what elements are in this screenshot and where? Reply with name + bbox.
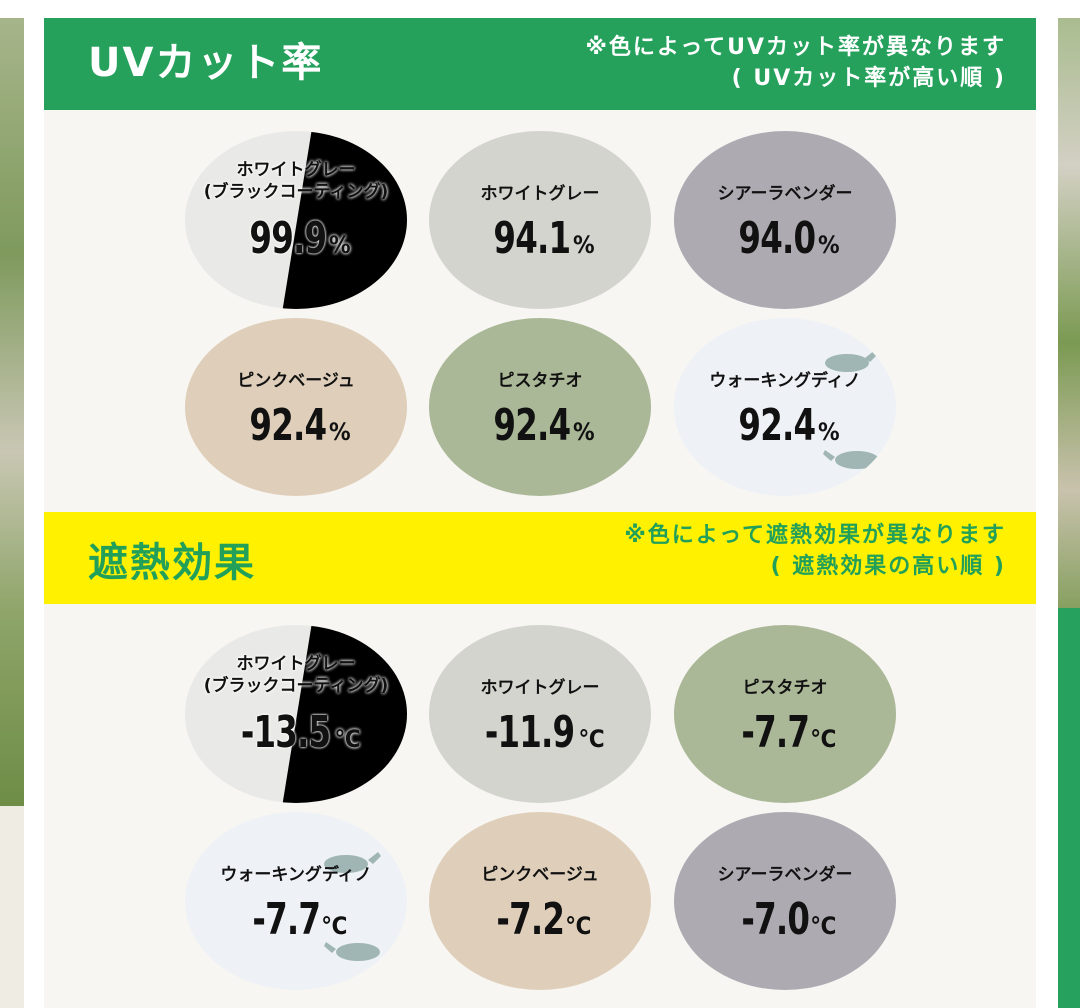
uv-item-walking-dino: ウォーキングディノ 92.4% [674, 318, 896, 496]
heat-shield-banner: 遮熱効果 ※色によって遮熱効果が異なります ( 遮熱効果の高い順 ) [44, 512, 1036, 604]
heat-shield-note: ※色によって遮熱効果が異なります ( 遮熱効果の高い順 ) [624, 520, 1006, 582]
uv-item-name: ホワイトグレー [480, 184, 600, 204]
uv-item-value: 94.1% [429, 213, 651, 264]
heat-item-value: -7.7℃ [674, 707, 896, 758]
uv-value-number: 92.4 [249, 400, 328, 451]
heat-item-sheer-lavender: シアーラベンダー -7.0℃ [674, 812, 896, 990]
heat-value-unit: ℃ [334, 725, 361, 753]
uv-item-name: ピンクベージュ [237, 371, 355, 391]
uv-cut-banner: UVカット率 ※色によってUVカット率が異なります ( UVカット率が高い順 ) [44, 18, 1036, 110]
uv-value-number: 94.1 [493, 213, 572, 264]
uv-item-value: 94.0% [674, 213, 896, 264]
uv-value-number: 92.4 [738, 400, 817, 451]
heat-value-number: -7.7 [741, 707, 810, 758]
heat-item-pink-beige: ピンクベージュ -7.2℃ [429, 812, 651, 990]
uv-item-name-line1: ホワイトグレー [236, 160, 356, 180]
uv-item-value: 99.9% [185, 213, 407, 264]
uv-cut-title: UVカット率 [88, 40, 324, 86]
heat-value-unit: ℃ [578, 725, 605, 753]
uv-value-number: 92.4 [493, 400, 572, 451]
uv-value-unit: % [329, 231, 351, 259]
uv-cut-note-line2: ( UVカット率が高い順 ) [731, 66, 1006, 91]
dinosaur-pattern-icon [324, 852, 381, 961]
dinosaur-pattern-icon [823, 350, 879, 469]
product-info-panel: UVカット率 ※色によってUVカット率が異なります ( UVカット率が高い順 )… [44, 18, 1036, 1008]
uv-item-value: 92.4% [185, 400, 407, 451]
heat-item-name: ピンクベージュ [481, 865, 599, 885]
heat-item-value: -13.5 ℃ [185, 707, 407, 758]
uv-value-number: 99.9 [249, 213, 328, 264]
heat-value-unit: ℃ [565, 912, 592, 940]
heat-item-name: ピスタチオ [742, 678, 828, 698]
uv-value-unit: % [573, 418, 595, 446]
heat-item-name-line1: ホワイトグレー [236, 654, 356, 674]
heat-item-value: -7.2℃ [429, 894, 651, 945]
uv-value-unit: % [818, 231, 840, 259]
heat-item-value: -7.0℃ [674, 894, 896, 945]
uv-value-unit: % [329, 418, 351, 446]
uv-cut-note: ※色によってUVカット率が異なります ( UVカット率が高い順 ) [585, 32, 1006, 94]
uv-value-unit: % [818, 418, 840, 446]
heat-value-number: -7.0 [741, 894, 810, 945]
heat-value-unit: ℃ [810, 912, 837, 940]
heat-value-unit: ℃ [810, 725, 837, 753]
heat-item-name: シアーラベンダー [717, 865, 853, 885]
uv-item-name: シアーラベンダー [717, 184, 853, 204]
uv-value-unit: % [573, 231, 595, 259]
heat-shield-note-line2: ( 遮熱効果の高い順 ) [770, 554, 1006, 579]
uv-item-name-line2: (ブラックコーティング) [203, 182, 389, 202]
uv-item-white-gray-black-coating: ホワイトグレー (ブラックコーティング) 99.9% [185, 131, 407, 309]
heat-item-white-gray-black-coating: ホワイトグレー (ブラックコーティング) -13.5 ℃ [185, 625, 407, 803]
uv-item-sheer-lavender: シアーラベンダー 94.0% [674, 131, 896, 309]
right-green-strip [1058, 608, 1080, 1008]
heat-item-walking-dino: ウォーキングディノ -7.7℃ [185, 812, 407, 990]
heat-value-number: -11.9 [485, 707, 575, 758]
heat-shield-note-line1: ※色によって遮熱効果が異なります [624, 523, 1006, 548]
uv-item-name: ピスタチオ [497, 371, 583, 391]
uv-item-pistachio: ピスタチオ 92.4% [429, 318, 651, 496]
uv-item-name: ウォーキングディノ [709, 371, 861, 391]
left-background-strip [0, 806, 24, 1008]
heat-item-pistachio: ピスタチオ -7.7℃ [674, 625, 896, 803]
heat-item-name-line2: (ブラックコーティング) [203, 676, 389, 696]
heat-item-name: ホワイトグレー [480, 678, 600, 698]
heat-item-white-gray: ホワイトグレー -11.9 ℃ [429, 625, 651, 803]
heat-item-value: -7.7℃ [185, 894, 407, 945]
heat-item-value: -11.9 ℃ [429, 707, 651, 758]
heat-value-number: -13.5 [241, 707, 331, 758]
uv-item-name: ホワイトグレー (ブラックコーティング) [185, 159, 407, 203]
uv-item-value: 92.4% [674, 400, 896, 451]
heat-item-name: ウォーキングディノ [220, 865, 372, 885]
heat-value-number: -7.7 [252, 894, 321, 945]
heat-value-number: -7.2 [496, 894, 565, 945]
left-photo-strip [0, 18, 24, 806]
uv-item-pink-beige: ピンクベージュ 92.4% [185, 318, 407, 496]
uv-cut-note-line1: ※色によってUVカット率が異なります [585, 35, 1006, 60]
heat-shield-title: 遮熱効果 [88, 540, 256, 586]
heat-value-unit: ℃ [321, 912, 348, 940]
right-photo-strip [1058, 18, 1080, 608]
uv-item-value: 92.4% [429, 400, 651, 451]
uv-value-number: 94.0 [738, 213, 817, 264]
uv-item-white-gray: ホワイトグレー 94.1% [429, 131, 651, 309]
heat-item-name: ホワイトグレー (ブラックコーティング) [185, 653, 407, 697]
